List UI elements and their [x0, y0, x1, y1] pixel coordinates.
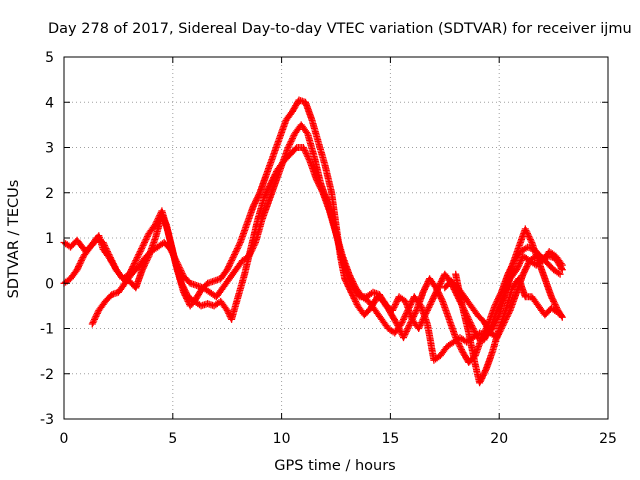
- y-tick-label: 0: [45, 276, 54, 292]
- series-track-c: [88, 121, 566, 344]
- x-tick-label: 10: [273, 431, 291, 447]
- x-axis-title: GPS time / hours: [274, 458, 395, 474]
- series-track-e: [452, 270, 562, 387]
- x-tick-label: 5: [168, 431, 177, 447]
- x-axis: 0 5 10 15 20 25: [60, 57, 617, 447]
- y-axis-title: SDTVAR / TECUs: [6, 180, 22, 299]
- y-tick-label: -3: [40, 412, 54, 428]
- y-tick-label: 3: [45, 141, 54, 157]
- x-tick-label: 0: [60, 431, 69, 447]
- x-tick-label: 25: [599, 431, 617, 447]
- y-tick-label: 4: [45, 95, 54, 111]
- y-tick-label: 1: [45, 231, 54, 247]
- data-point-markers: [452, 270, 562, 387]
- chart-title: Day 278 of 2017, Sidereal Day-to-day VTE…: [48, 21, 632, 37]
- x-tick-label: 15: [381, 431, 399, 447]
- y-tick-label: 2: [45, 186, 54, 202]
- data-point-markers: [88, 121, 566, 344]
- y-axis: -3 -2 -1 0 1 2 3 4 5: [40, 50, 608, 428]
- plot-area: [60, 96, 566, 387]
- y-tick-label: 5: [45, 50, 54, 66]
- x-tick-label: 20: [490, 431, 508, 447]
- y-tick-label: -1: [40, 322, 54, 338]
- y-tick-label: -2: [40, 367, 54, 383]
